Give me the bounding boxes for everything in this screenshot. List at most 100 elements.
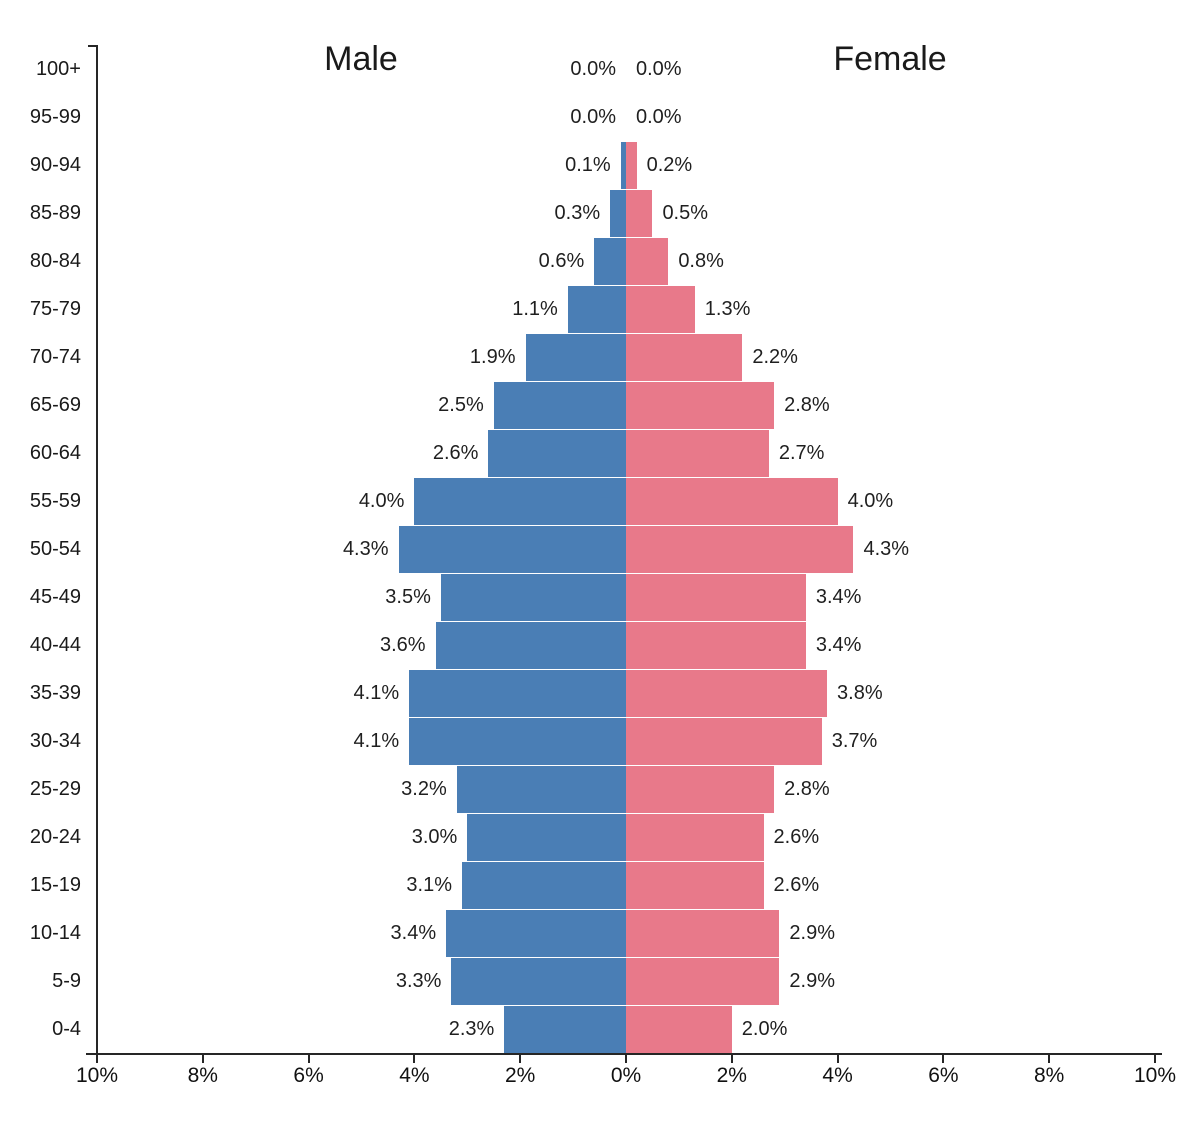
age-group-label: 0-4 [52, 1017, 81, 1040]
female-bar [626, 333, 743, 381]
pyramid-row: 80-84 0.6% 0.8% [0, 237, 1200, 285]
male-half: 3.2% [97, 765, 626, 813]
male-half: 2.3% [97, 1005, 626, 1053]
x-axis-tick-label: 10% [1133, 1064, 1177, 1087]
pyramid-row: 0-4 2.3% 2.0% [0, 1005, 1200, 1053]
x-axis-tick [625, 1055, 627, 1063]
age-group-label: 95-99 [29, 105, 81, 128]
pyramid-row: 55-59 4.0% 4.0% [0, 477, 1200, 525]
age-group-label: 100+ [35, 57, 81, 80]
female-value-label: 0.8% [678, 249, 724, 272]
female-half: 3.4% [626, 573, 1155, 621]
male-half: 3.5% [97, 573, 626, 621]
female-bar [626, 1005, 732, 1053]
female-bar [626, 525, 854, 573]
female-value-label: 0.0% [636, 105, 682, 128]
female-series-title: Female [833, 40, 947, 78]
female-value-label: 4.3% [863, 537, 910, 560]
female-bar [626, 765, 775, 813]
female-bar [626, 189, 653, 237]
age-group-label: 5-9 [52, 969, 81, 992]
male-half: 2.5% [97, 381, 626, 429]
age-group-label: 85-89 [29, 201, 81, 224]
male-bar [451, 957, 626, 1005]
x-axis-tick [836, 1055, 839, 1063]
male-bar [620, 141, 626, 189]
age-group-label: 50-54 [29, 537, 81, 560]
female-value-label: 0.0% [636, 57, 682, 80]
male-bar [467, 813, 626, 861]
female-half: 0.0% [626, 93, 1155, 141]
male-value-label: 3.1% [406, 873, 453, 896]
male-value-label: 3.5% [385, 585, 431, 608]
x-axis-tick-label: 6% [928, 1064, 959, 1087]
pyramid-row: 85-89 0.3% 0.5% [0, 189, 1200, 237]
female-value-label: 2.7% [778, 441, 825, 464]
female-bar [626, 909, 780, 957]
male-bar [525, 333, 626, 381]
male-value-label: 4.1% [353, 729, 400, 752]
pyramid-row: 15-19 3.1% 2.6% [0, 861, 1200, 909]
x-axis-tick-label: 2% [505, 1064, 536, 1087]
age-group-label: 90-94 [29, 153, 81, 176]
age-group-label: 15-19 [29, 873, 81, 896]
x-axis-tick [413, 1055, 416, 1063]
x-axis-tick [96, 1055, 98, 1063]
male-bar [446, 909, 626, 957]
male-bar [594, 237, 626, 285]
female-bar [626, 669, 828, 717]
female-half: 0.2% [626, 141, 1155, 189]
x-axis-tick [730, 1055, 733, 1063]
female-bar [626, 621, 806, 669]
x-axis-tick [942, 1055, 945, 1063]
x-axis-tick [307, 1055, 310, 1063]
male-bar [462, 861, 626, 909]
age-group-label: 30-34 [29, 729, 81, 752]
male-value-label: 1.9% [469, 345, 516, 368]
male-half: 0.0% [97, 93, 626, 141]
age-group-label: 35-39 [29, 681, 81, 704]
pyramid-row: 75-79 1.1% 1.3% [0, 285, 1200, 333]
age-group-label: 25-29 [29, 777, 81, 800]
male-value-label: 3.0% [411, 825, 458, 848]
male-value-label: 3.4% [390, 921, 437, 944]
female-bar [626, 717, 822, 765]
x-axis-tick-label: 0% [610, 1064, 642, 1087]
female-value-label: 1.3% [704, 297, 751, 320]
age-group-label: 10-14 [29, 921, 81, 944]
y-axis-top-tick [88, 45, 98, 47]
male-half: 4.1% [97, 717, 626, 765]
female-value-label: 3.8% [837, 681, 883, 704]
x-axis-tick-label: 8% [187, 1064, 218, 1087]
male-half: 0.6% [97, 237, 626, 285]
male-value-label: 3.2% [401, 777, 447, 800]
female-half: 2.8% [626, 381, 1155, 429]
female-half: 0.8% [626, 237, 1155, 285]
x-axis-tick-label: 2% [716, 1064, 747, 1087]
female-value-label: 2.2% [752, 345, 798, 368]
x-axis-tick-label: 4% [822, 1064, 853, 1087]
male-bar [488, 429, 626, 477]
female-bar [626, 381, 775, 429]
female-value-label: 3.7% [831, 729, 878, 752]
male-half: 3.0% [97, 813, 626, 861]
pyramid-row: 40-44 3.6% 3.4% [0, 621, 1200, 669]
male-series-title: Male [324, 40, 398, 78]
male-value-label: 0.3% [554, 201, 601, 224]
x-axis-tick-label: 4% [399, 1064, 430, 1087]
female-half: 0.5% [626, 189, 1155, 237]
female-value-label: 0.2% [646, 153, 693, 176]
male-value-label: 0.0% [570, 105, 616, 128]
pyramid-row: 35-39 4.1% 3.8% [0, 669, 1200, 717]
male-half: 3.6% [97, 621, 626, 669]
age-group-label: 60-64 [29, 441, 81, 464]
pyramid-row: 65-69 2.5% 2.8% [0, 381, 1200, 429]
male-bar [414, 477, 626, 525]
male-half: 4.1% [97, 669, 626, 717]
male-value-label: 4.1% [353, 681, 400, 704]
age-group-label: 45-49 [29, 585, 81, 608]
female-half: 2.8% [626, 765, 1155, 813]
x-axis-tick-label: 6% [293, 1064, 324, 1087]
male-half: 3.4% [97, 909, 626, 957]
female-half: 2.6% [626, 813, 1155, 861]
